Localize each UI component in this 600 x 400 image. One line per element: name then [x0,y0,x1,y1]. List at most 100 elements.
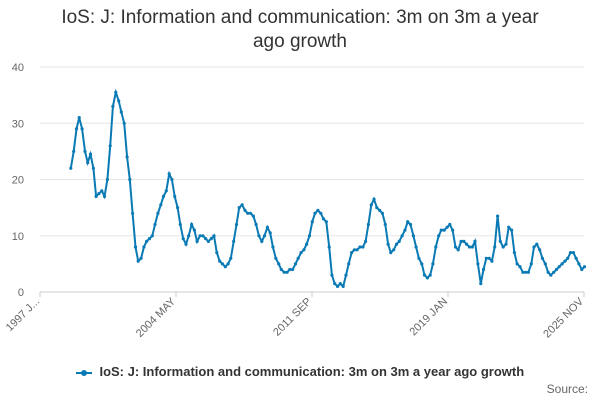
data-point [352,248,356,252]
data-point [397,239,401,243]
data-point [161,194,166,198]
data-point [560,262,564,266]
data-point [181,237,185,241]
data-point [220,262,224,266]
data-point [243,208,247,212]
data-point [195,239,199,243]
data-point [262,234,267,238]
data-point [88,152,93,156]
data-point [425,276,429,280]
y-tick-label: 20 [12,175,24,187]
data-point [566,256,570,260]
data-point [554,267,559,272]
data-point [442,228,446,232]
data-point [521,270,525,274]
data-point [310,220,314,224]
y-tick-label: 30 [12,118,24,130]
data-point [552,270,556,274]
chart-title: IoS: J: Information and communication: 3… [61,7,539,52]
data-point [145,239,149,243]
data-point [77,116,81,120]
data-point [251,214,255,218]
data-point [226,262,230,266]
data-point [529,262,533,266]
data-point [204,237,208,241]
data-point [406,220,410,224]
data-point [293,262,298,266]
data-point [111,104,115,108]
data-point [156,211,160,215]
data-point [184,242,188,246]
y-tick-label: 0 [18,287,24,299]
data-point [434,245,438,249]
data-point [580,267,584,272]
legend-swatch [75,369,92,376]
data-point [557,265,561,269]
series-markers [69,90,587,288]
data-point [164,189,168,193]
data-point [392,248,396,252]
data-point [364,239,368,243]
data-point [268,231,272,235]
x-tick-label: 2004 MAY [134,295,179,340]
data-point [481,267,486,272]
data-point [321,217,326,221]
data-point [417,256,421,260]
x-tick-label: 2019 JAN [407,296,450,339]
data-point [246,211,250,215]
data-point [206,239,210,243]
data-point [582,265,587,269]
data-point [568,251,573,255]
data-point [473,239,477,243]
data-point [291,267,295,272]
data-point [229,256,233,260]
data-point [299,251,303,255]
data-point [577,262,581,266]
data-point [102,194,107,198]
data-point [375,206,379,210]
data-point [403,228,407,232]
data-point [496,214,500,218]
data-point [532,245,536,249]
data-point [507,225,511,229]
data-point [232,239,236,243]
data-point [119,110,123,114]
data-point [487,256,491,260]
data-point [153,222,157,227]
data-point [445,225,449,229]
data-point [285,270,289,274]
data-point [248,211,253,215]
x-tick-label: 2011 SEP [271,296,314,339]
data-point [209,237,213,241]
data-point [408,222,413,227]
data-point [150,234,154,238]
data-point [74,127,79,131]
data-point [128,177,132,182]
data-point [535,242,539,246]
data-point [493,245,497,249]
data-point [479,282,483,286]
data-point [122,121,126,125]
data-point [201,234,205,238]
data-point [282,270,286,274]
data-point [355,248,359,252]
data-point [431,262,435,266]
data-point [411,234,415,238]
data-point [459,239,463,243]
data-point [467,245,472,249]
data-point [192,228,196,232]
data-point [223,265,227,269]
data-point [400,234,404,238]
data-point [389,251,393,255]
data-point [83,149,87,153]
data-point [386,242,390,246]
legend[interactable]: IoS: J: Information and communication: 3… [0,364,600,379]
data-point [159,203,163,207]
data-point [372,197,376,201]
data-point [147,237,152,241]
data-point [456,248,460,252]
source-label: Source: [546,382,588,396]
data-point [518,265,522,269]
data-point [80,127,84,131]
